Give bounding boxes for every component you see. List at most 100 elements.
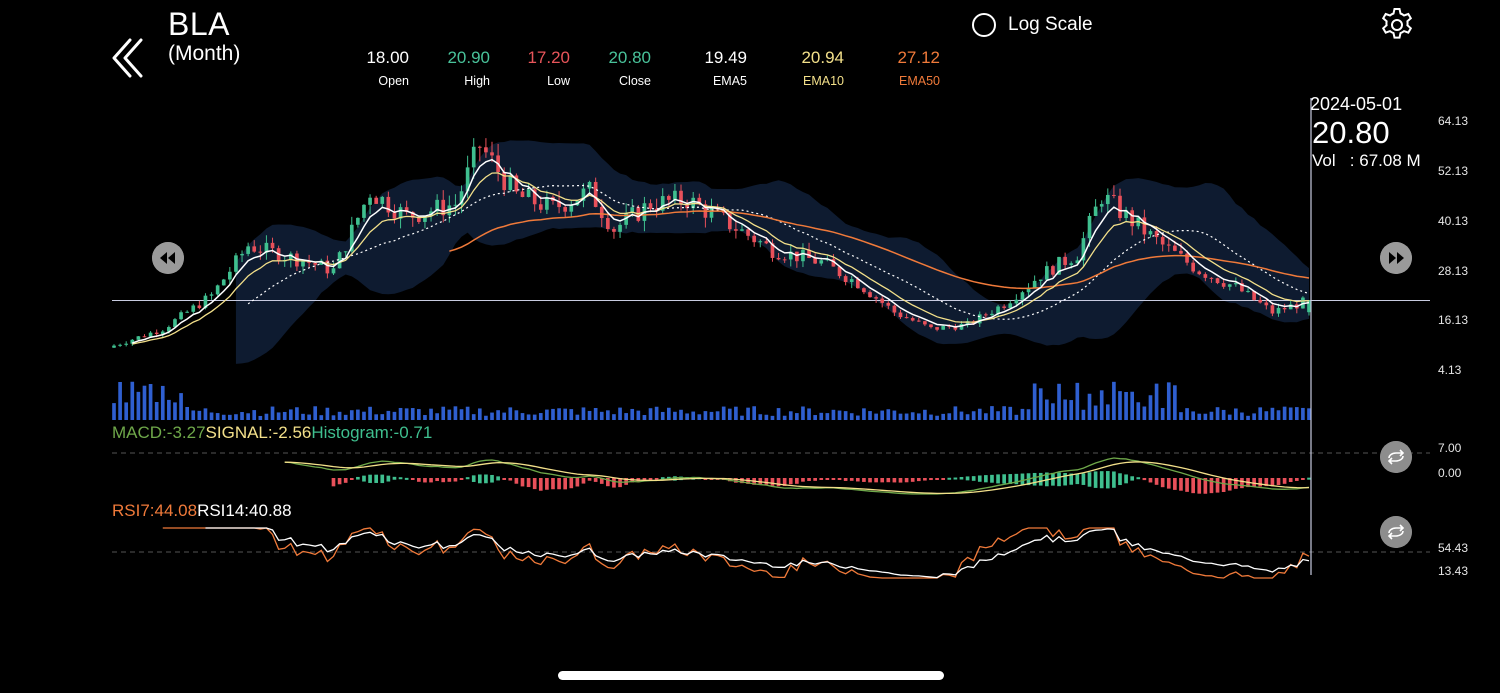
macd-histogram-bar <box>849 478 854 481</box>
volume-bar <box>1227 414 1232 420</box>
ohlc-close: 20.80 Close <box>561 48 651 88</box>
macd-histogram-bar <box>471 475 476 482</box>
candle-body <box>514 175 519 192</box>
signal-line <box>284 461 1310 495</box>
volume-bar <box>307 414 311 420</box>
volume-bar <box>374 414 378 420</box>
scroll-right-button[interactable] <box>1380 242 1412 274</box>
volume-bar <box>221 414 226 420</box>
macd-histogram-bar <box>679 476 683 481</box>
candle-body <box>417 217 421 222</box>
macd-cycle-icon[interactable] <box>1380 441 1412 473</box>
candle-body <box>435 199 439 212</box>
candle-body <box>1093 206 1098 216</box>
candle-body <box>441 199 446 216</box>
volume-bar <box>453 406 458 420</box>
price-axis-label: 52.13 <box>1438 164 1469 178</box>
macd-value: MACD:-3.27 <box>112 423 206 442</box>
candle-body <box>1008 303 1013 308</box>
volume-bar <box>862 408 866 420</box>
candle-body <box>1166 244 1171 246</box>
macd-histogram-bar <box>1276 478 1281 485</box>
volume-bar <box>819 412 824 420</box>
macd-histogram-bar <box>1136 477 1141 480</box>
macd-histogram-bar <box>1124 474 1128 484</box>
volume-bar <box>825 413 830 420</box>
volume-bar <box>599 411 604 420</box>
scroll-left-button[interactable] <box>152 242 184 274</box>
volume-bar <box>1026 409 1031 420</box>
macd-histogram-bar <box>971 476 976 481</box>
candle-body <box>776 257 781 260</box>
volume-bar <box>569 409 574 420</box>
candle-body <box>1075 260 1080 264</box>
macd-histogram-bar <box>417 478 421 482</box>
candle-body <box>935 327 939 330</box>
candle-body <box>795 251 799 262</box>
volume-bar <box>1246 415 1250 420</box>
macd-histogram-bar <box>520 478 525 487</box>
volume-bar <box>276 412 281 420</box>
back-button[interactable] <box>108 36 148 80</box>
candle-body <box>1173 245 1177 251</box>
macd-histogram-bar <box>526 478 531 488</box>
candle-body <box>1227 284 1232 287</box>
candle-body <box>843 276 848 283</box>
macd-histogram-bar <box>660 477 665 480</box>
volume-bar <box>301 413 305 420</box>
candle-body <box>977 314 982 324</box>
candle-body <box>215 285 220 295</box>
volume-bar <box>1221 409 1226 420</box>
gear-icon[interactable] <box>1378 6 1416 44</box>
candle-body <box>173 319 177 328</box>
volume-bar <box>1081 409 1086 420</box>
price-axis-label: 4.13 <box>1438 363 1462 377</box>
volume-bar <box>673 411 677 420</box>
macd-histogram-bar <box>1142 478 1147 481</box>
macd-histogram-bar <box>1294 478 1299 481</box>
candle-body <box>337 252 342 269</box>
macd-histogram-bar <box>1301 478 1305 480</box>
candle-body <box>618 224 622 232</box>
macd-histogram-bar <box>1154 478 1159 485</box>
macd-histogram-bar <box>1020 473 1025 485</box>
volume-bar <box>392 411 397 420</box>
volume-bar <box>130 381 135 420</box>
candle-body <box>508 175 513 191</box>
volume-bar <box>313 406 318 420</box>
macd-axis-label: 7.00 <box>1438 441 1462 455</box>
log-scale-toggle[interactable]: Log Scale <box>972 10 1093 40</box>
volume-bar <box>849 413 854 420</box>
volume-bar <box>923 409 927 420</box>
volume-bar <box>514 410 519 420</box>
macd-histogram-bar <box>563 478 568 490</box>
candle-body <box>240 253 244 256</box>
volume-bar <box>843 411 848 420</box>
rsi-cycle-icon[interactable] <box>1380 516 1412 548</box>
volume-bar <box>660 411 665 420</box>
macd-histogram-bar <box>1173 478 1177 490</box>
log-scale-label: Log Scale <box>1008 14 1093 35</box>
volume-bar <box>904 413 909 420</box>
candle-body <box>343 251 348 253</box>
candle-body <box>526 189 531 197</box>
ohlc-value: 20.94 <box>801 48 844 67</box>
volume-bar <box>417 409 421 420</box>
volume-bar <box>203 408 208 420</box>
histogram-value: Histogram:-0.71 <box>311 423 433 442</box>
candle-body <box>709 208 714 218</box>
price-axis-label: 40.13 <box>1438 214 1469 228</box>
volume-bar <box>910 412 915 420</box>
volume-bar <box>1173 385 1177 420</box>
volume-bar <box>1051 403 1055 420</box>
candle-body <box>234 255 238 272</box>
candle-body <box>782 259 787 261</box>
volume-bar <box>319 415 324 420</box>
volume-bar <box>368 406 372 420</box>
candle-body <box>599 206 604 219</box>
candle-body <box>380 196 385 204</box>
macd-axis-label: 0.00 <box>1438 466 1462 480</box>
candle-body <box>1270 305 1275 314</box>
volume-bar <box>782 415 787 420</box>
